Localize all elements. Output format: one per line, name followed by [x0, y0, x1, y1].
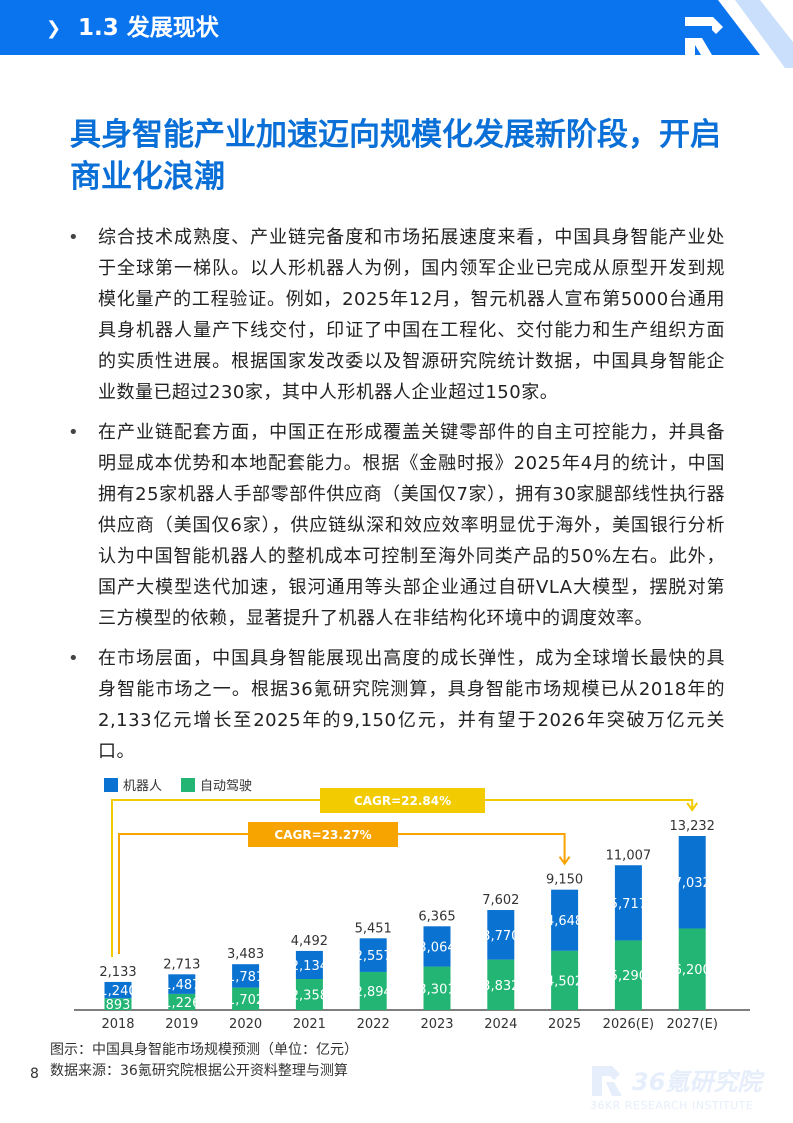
bar-segment	[423, 926, 451, 967]
bar-segment	[104, 998, 132, 1010]
bar-total-label: 11,007	[606, 848, 652, 863]
bar-value-label: 2,557	[355, 949, 392, 964]
bar-value-label: 7,032	[674, 876, 711, 891]
bullet-text: 在市场层面，中国具身智能展现出高度的成长弹性，成为全球增长最快的具身智能市场之一…	[98, 648, 725, 762]
x-tick-label: 2024	[484, 1017, 517, 1032]
bar-value-label: 893	[106, 998, 131, 1013]
bullet-icon: •	[68, 227, 80, 248]
x-tick-label: 2020	[229, 1017, 262, 1032]
x-tick-label: 2021	[293, 1017, 326, 1032]
bar-segment	[295, 950, 323, 979]
bar-value-label: 5,290	[610, 969, 647, 984]
bar-total-label: 2,713	[163, 957, 200, 972]
watermark-en: 36KR RESEARCH INSTITUTE	[590, 1099, 753, 1112]
arrow-down-icon	[558, 856, 571, 866]
36kr-r-logo	[685, 17, 723, 55]
bar-total-label: 7,602	[482, 893, 519, 908]
bar-segment	[423, 966, 451, 1010]
bar-value-label: 4,648	[546, 914, 583, 929]
bar-segment	[678, 836, 706, 929]
bar-segment	[295, 978, 323, 1010]
bar-value-label: 1,487	[163, 978, 200, 993]
bullet-text: 综合技术成熟度、产业链完备度和市场拓展速度来看，中国具身智能产业处于全球第一梯队…	[98, 227, 725, 403]
legend-swatch-autodrive	[181, 778, 195, 792]
cagr-bracket-line	[111, 799, 694, 957]
bar-total-label: 2,133	[99, 965, 136, 980]
section-title: 1.3 发展现状	[78, 15, 219, 41]
x-tick-label: 2026(E)	[603, 1017, 654, 1032]
bar-value-label: 1,702	[227, 993, 264, 1008]
chevron-right-icon: ❯	[46, 18, 62, 39]
bar-segment	[168, 974, 196, 994]
x-tick-label: 2025	[548, 1017, 581, 1032]
x-tick-label: 2019	[165, 1017, 198, 1032]
bar-segment	[551, 889, 579, 951]
cagr-label-box	[320, 788, 485, 813]
list-item: • 在市场层面，中国具身智能展现出高度的成长弹性，成为全球增长最快的具身智能市场之…	[68, 643, 725, 767]
page-title: 具身智能产业加速迈向规模化发展新阶段，开启商业化浪潮	[70, 117, 721, 195]
bar-total-label: 9,150	[546, 873, 583, 888]
bar-value-label: 1,226	[163, 996, 200, 1011]
bar-value-label: 2,894	[355, 985, 392, 1000]
legend-label-robot: 机器人	[123, 779, 162, 794]
bar-segment	[487, 910, 515, 960]
bar-segment	[232, 987, 260, 1010]
bar-segment	[359, 971, 387, 1010]
bar-segment	[487, 959, 515, 1010]
bullet-icon: •	[68, 648, 80, 669]
bar-value-label: 3,301	[418, 982, 455, 997]
bar-total-label: 13,232	[669, 819, 715, 834]
bar-total-label: 5,451	[355, 921, 392, 936]
legend-swatch-robot	[104, 778, 118, 792]
bullet-text: 在产业链配套方面，中国正在形成覆盖关键零部件的自主可控能力，并具备明显成本优势和…	[98, 422, 725, 629]
bar-value-label: 4,502	[546, 974, 583, 989]
x-tick-label: 2027(E)	[666, 1017, 717, 1032]
list-item: • 在产业链配套方面，中国正在形成覆盖关键零部件的自主可控能力，并具备明显成本优势…	[68, 417, 725, 634]
bar-value-label: 3,064	[418, 940, 455, 955]
bullet-list: • 综合技术成熟度、产业链完备度和市场拓展速度来看，中国具身智能产业处于全球第一梯…	[68, 222, 725, 776]
section-header-bar	[0, 0, 793, 68]
bar-value-label: 3,832	[482, 979, 519, 994]
arrow-down-icon	[686, 802, 699, 812]
cagr-label: CAGR=23.27%	[274, 828, 371, 842]
bar-value-label: 3,770	[482, 929, 519, 944]
cagr-label: CAGR=22.84%	[354, 794, 451, 808]
bar-segment	[614, 865, 642, 941]
list-item: • 综合技术成熟度、产业链完备度和市场拓展速度来看，中国具身智能产业处于全球第一梯…	[68, 222, 725, 408]
figure-caption: 图示：中国具身智能市场规模预测（单位：亿元）	[50, 1042, 358, 1058]
bar-segment	[551, 950, 579, 1010]
bar-segment	[232, 964, 260, 988]
watermark-cn: 36氪研究院	[632, 1068, 765, 1096]
x-tick-label: 2018	[101, 1017, 134, 1032]
x-tick-label: 2022	[357, 1017, 390, 1032]
page-number: 8	[30, 1066, 39, 1082]
bar-value-label: 1,240	[99, 984, 136, 999]
x-tick-label: 2023	[420, 1017, 453, 1032]
bar-segment	[359, 938, 387, 972]
legend-label-autodrive: 自动驾驶	[200, 779, 252, 794]
bar-segment	[104, 981, 132, 999]
cagr-label-box	[248, 822, 398, 847]
source-caption: 数据来源：36氪研究院根据公开资料整理与测算	[50, 1063, 348, 1079]
bar-value-label: 2,358	[291, 988, 328, 1003]
bar-segment	[614, 940, 642, 1010]
bar-value-label: 1,781	[227, 970, 264, 985]
bar-total-label: 6,365	[418, 909, 455, 924]
watermark-logo: 36氪研究院 36KR RESEARCH INSTITUTE	[590, 1066, 765, 1112]
bar-value-label: 5,717	[610, 897, 647, 912]
bar-total-label: 4,492	[291, 934, 328, 949]
bar-segment	[168, 993, 196, 1010]
bar-value-label: 2,134	[291, 959, 328, 974]
bar-total-label: 3,483	[227, 947, 264, 962]
bar-value-label: 6,200	[674, 963, 711, 978]
bar-segment	[678, 928, 706, 1010]
bullet-icon: •	[68, 422, 80, 443]
